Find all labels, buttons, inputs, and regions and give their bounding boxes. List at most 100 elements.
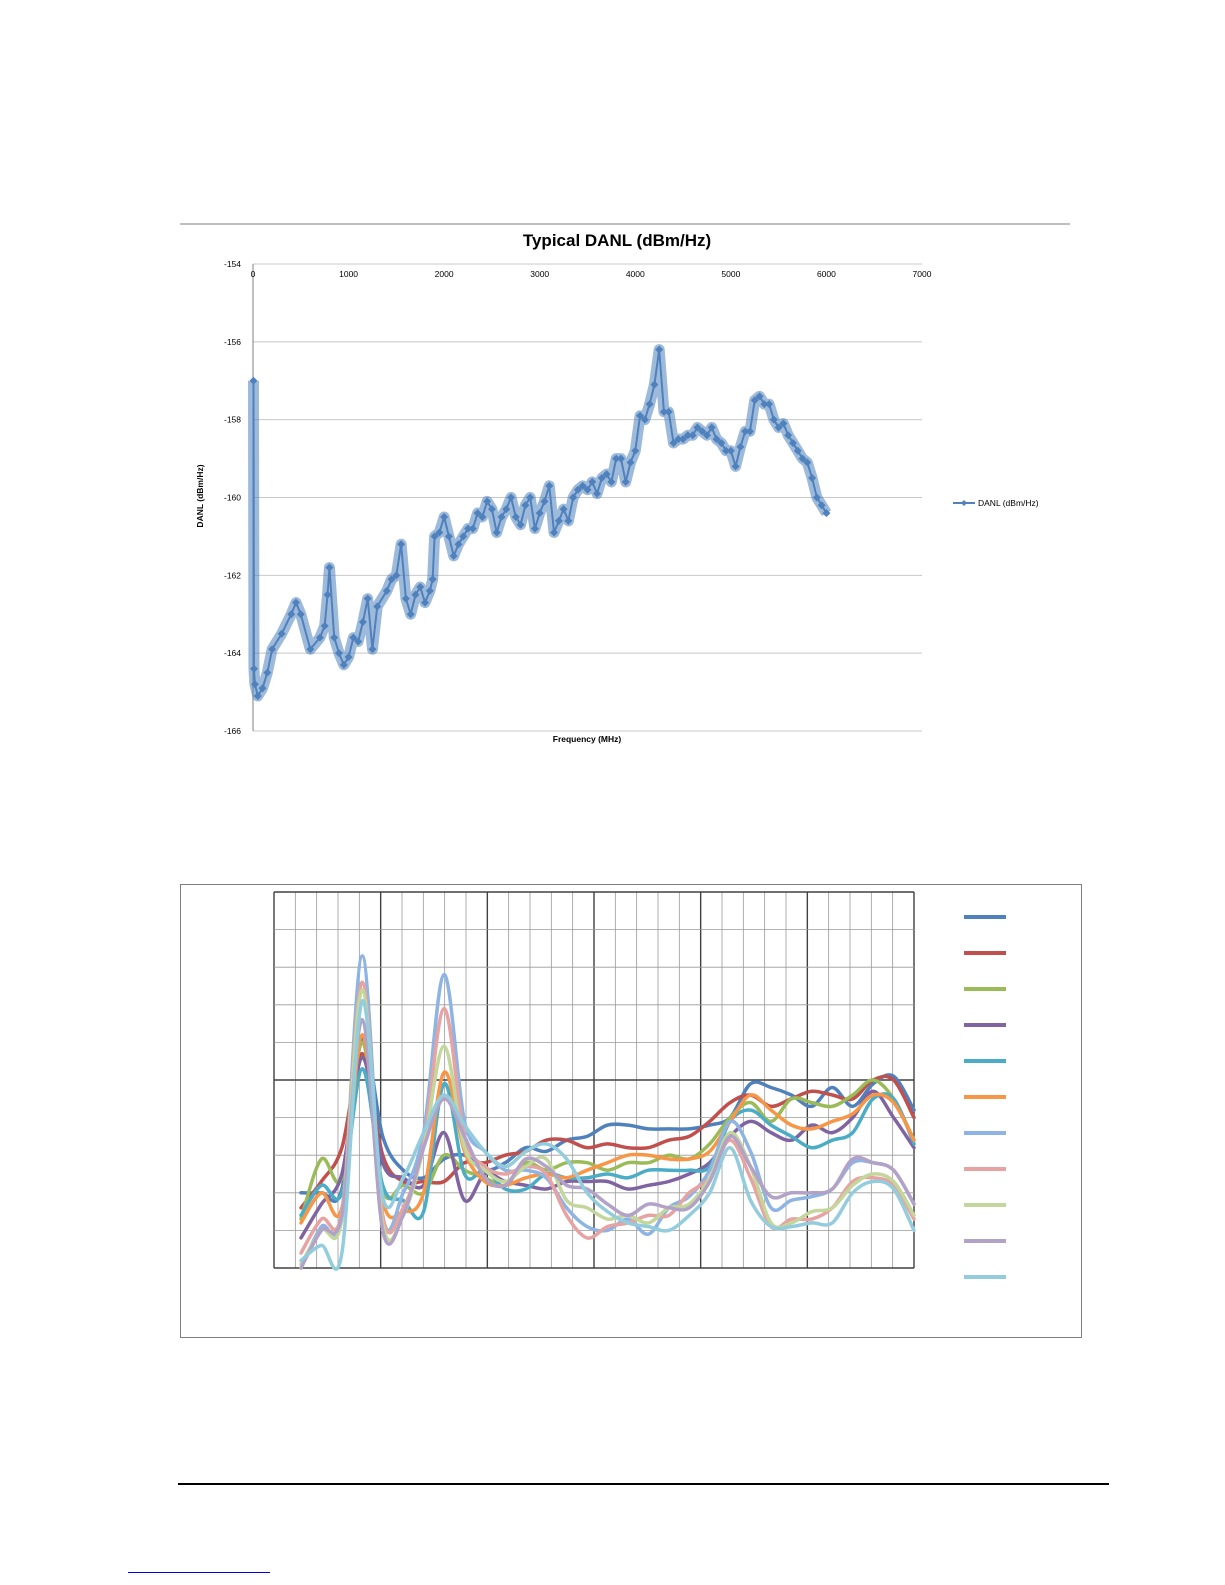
data-point bbox=[292, 598, 301, 607]
data-point bbox=[468, 524, 477, 533]
series-line-4 bbox=[299, 1055, 916, 1240]
data-point bbox=[774, 423, 783, 432]
data-point bbox=[464, 524, 473, 533]
data-point bbox=[793, 446, 802, 455]
data-point bbox=[344, 653, 353, 662]
x-tick-label: 2000 bbox=[435, 269, 454, 279]
danl-chart: Typical DANL (dBm/Hz) 0 1000 2000 3000 4000 5… bbox=[195, 231, 1039, 744]
data-point bbox=[406, 610, 415, 619]
data-point bbox=[822, 509, 831, 518]
data-point bbox=[583, 485, 592, 494]
data-point bbox=[731, 462, 740, 471]
data-point bbox=[707, 423, 716, 432]
data-point bbox=[588, 477, 597, 486]
data-point bbox=[440, 512, 449, 521]
data-point bbox=[411, 590, 420, 599]
data-point bbox=[473, 509, 482, 518]
data-point bbox=[573, 485, 582, 494]
data-point bbox=[258, 684, 267, 693]
data-point bbox=[397, 540, 406, 549]
data-point bbox=[755, 392, 764, 401]
data-point bbox=[449, 551, 458, 560]
data-point bbox=[497, 512, 506, 521]
data-point bbox=[387, 575, 396, 584]
data-point bbox=[602, 470, 611, 479]
data-point bbox=[679, 435, 688, 444]
data-point bbox=[645, 400, 654, 409]
data-point bbox=[323, 590, 332, 599]
data-point bbox=[487, 505, 496, 514]
data-point bbox=[569, 493, 578, 502]
data-point bbox=[702, 431, 711, 440]
data-point bbox=[597, 474, 606, 483]
data-point bbox=[817, 501, 826, 510]
data-point bbox=[268, 645, 277, 654]
data-point bbox=[249, 376, 258, 385]
data-point bbox=[550, 528, 559, 537]
chart-title: Typical DANL (dBm/Hz) bbox=[523, 231, 711, 250]
data-point bbox=[249, 664, 258, 673]
data-point bbox=[722, 446, 731, 455]
data-point bbox=[253, 691, 262, 700]
series-group bbox=[299, 954, 916, 1271]
data-point bbox=[277, 629, 286, 638]
footer-link-underline[interactable] bbox=[128, 1572, 270, 1573]
data-point bbox=[435, 528, 444, 537]
data-point bbox=[287, 610, 296, 619]
series-line-5 bbox=[299, 1066, 916, 1221]
data-point bbox=[698, 427, 707, 436]
data-point bbox=[425, 586, 434, 595]
data-point bbox=[382, 586, 391, 595]
data-point bbox=[363, 594, 372, 603]
y-tick-label: -160 bbox=[224, 493, 241, 503]
data-point bbox=[454, 540, 463, 549]
data-point bbox=[612, 454, 621, 463]
data-point bbox=[636, 411, 645, 420]
data-point bbox=[765, 400, 774, 409]
data-point bbox=[808, 474, 817, 483]
data-point bbox=[478, 512, 487, 521]
data-point bbox=[325, 563, 334, 572]
data-point bbox=[428, 575, 437, 584]
data-point bbox=[559, 505, 568, 514]
data-point bbox=[631, 446, 640, 455]
series-line-7 bbox=[299, 954, 916, 1270]
series-line-11 bbox=[299, 999, 916, 1271]
multi-series-chart bbox=[273, 891, 1006, 1279]
data-point bbox=[540, 497, 549, 506]
series-band bbox=[247, 344, 832, 702]
data-point bbox=[349, 633, 358, 642]
data-point bbox=[717, 439, 726, 448]
data-point bbox=[693, 423, 702, 432]
data-point bbox=[483, 497, 492, 506]
data-point bbox=[502, 505, 511, 514]
data-point bbox=[320, 621, 329, 630]
data-point bbox=[358, 618, 367, 627]
data-point bbox=[444, 532, 453, 541]
x-tick-label: 5000 bbox=[721, 269, 740, 279]
data-point bbox=[726, 446, 735, 455]
data-point bbox=[803, 458, 812, 467]
data-point bbox=[368, 645, 377, 654]
data-point bbox=[655, 345, 664, 354]
data-point bbox=[521, 501, 530, 510]
data-point bbox=[526, 493, 535, 502]
data-point bbox=[674, 435, 683, 444]
data-point bbox=[250, 680, 259, 689]
y-tick-label: -162 bbox=[224, 570, 241, 580]
data-point bbox=[784, 431, 793, 440]
data-point bbox=[760, 400, 769, 409]
legend-marker-diamond-icon bbox=[961, 500, 967, 506]
data-point bbox=[750, 396, 759, 405]
x-tick-label: 3000 bbox=[530, 269, 549, 279]
data-point bbox=[306, 645, 315, 654]
x-tick-label: 0 bbox=[251, 269, 256, 279]
data-point bbox=[459, 532, 468, 541]
series-line-10 bbox=[299, 1018, 916, 1270]
data-point bbox=[745, 427, 754, 436]
data-point bbox=[621, 477, 630, 486]
data-point bbox=[683, 431, 692, 440]
data-point bbox=[516, 520, 525, 529]
multi-series-chart-frame bbox=[180, 884, 1082, 1338]
y-axis-label: DANL (dBm/Hz) bbox=[195, 464, 205, 527]
